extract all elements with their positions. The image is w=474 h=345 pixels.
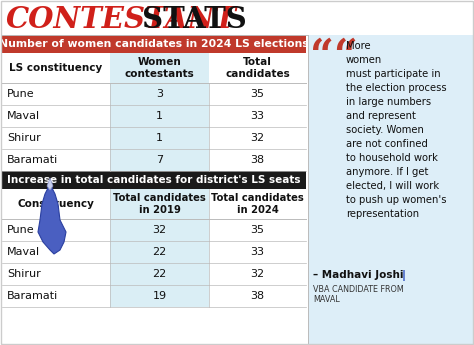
Text: 32: 32 (250, 269, 264, 279)
Text: ““: ““ (310, 37, 358, 79)
Text: – Madhavi Joshi: – Madhavi Joshi (313, 270, 403, 280)
FancyBboxPatch shape (110, 219, 209, 241)
FancyBboxPatch shape (110, 149, 209, 171)
FancyBboxPatch shape (209, 263, 306, 285)
FancyBboxPatch shape (2, 53, 306, 83)
FancyBboxPatch shape (209, 219, 306, 241)
Text: Increase in total candidates for district's LS seats: Increase in total candidates for distric… (7, 175, 301, 185)
Text: Pune: Pune (7, 89, 35, 99)
FancyBboxPatch shape (209, 285, 306, 307)
Text: Baramati: Baramati (7, 291, 58, 301)
Text: 3: 3 (156, 89, 163, 99)
Text: Pune: Pune (7, 225, 35, 235)
FancyBboxPatch shape (2, 171, 306, 189)
Text: Maval: Maval (7, 247, 40, 257)
Text: Total candidates
in 2024: Total candidates in 2024 (211, 193, 304, 215)
FancyBboxPatch shape (2, 105, 110, 127)
Text: Shirur: Shirur (7, 269, 41, 279)
Text: 7: 7 (156, 155, 163, 165)
Text: CONTESTANT: CONTESTANT (6, 5, 237, 34)
FancyBboxPatch shape (2, 263, 110, 285)
Text: 38: 38 (250, 291, 264, 301)
FancyBboxPatch shape (110, 83, 209, 105)
FancyBboxPatch shape (209, 189, 306, 219)
FancyBboxPatch shape (2, 219, 110, 241)
Text: 22: 22 (152, 269, 167, 279)
Text: Total
candidates: Total candidates (225, 57, 290, 79)
Text: 1: 1 (156, 133, 163, 143)
Text: VBA CANDIDATE FROM
MAVAL: VBA CANDIDATE FROM MAVAL (313, 285, 404, 304)
Text: Women
contestants: Women contestants (125, 57, 194, 79)
Text: 1: 1 (156, 111, 163, 121)
Text: Constituency: Constituency (18, 199, 94, 209)
Polygon shape (47, 178, 53, 190)
FancyBboxPatch shape (308, 35, 474, 345)
FancyBboxPatch shape (110, 263, 209, 285)
Text: 32: 32 (250, 133, 264, 143)
Text: Baramati: Baramati (7, 155, 58, 165)
Text: More
women
must participate in
the election process
in large numbers
and represe: More women must participate in the elect… (346, 41, 447, 219)
Text: 35: 35 (250, 225, 264, 235)
Polygon shape (38, 180, 66, 254)
FancyBboxPatch shape (209, 53, 306, 83)
FancyBboxPatch shape (110, 189, 209, 219)
FancyBboxPatch shape (209, 149, 306, 171)
FancyBboxPatch shape (110, 127, 209, 149)
Text: Number of women candidates in 2024 LS elections: Number of women candidates in 2024 LS el… (0, 39, 309, 49)
FancyBboxPatch shape (110, 285, 209, 307)
Text: 32: 32 (153, 225, 166, 235)
Text: Shirur: Shirur (7, 133, 41, 143)
Text: 35: 35 (250, 89, 264, 99)
Text: |: | (402, 270, 406, 281)
FancyBboxPatch shape (209, 83, 306, 105)
FancyBboxPatch shape (2, 53, 110, 83)
FancyBboxPatch shape (209, 241, 306, 263)
Text: LS constituency: LS constituency (9, 63, 103, 73)
Text: 19: 19 (153, 291, 166, 301)
FancyBboxPatch shape (209, 105, 306, 127)
FancyBboxPatch shape (110, 241, 209, 263)
FancyBboxPatch shape (2, 149, 110, 171)
FancyBboxPatch shape (2, 35, 306, 53)
Text: 33: 33 (250, 111, 264, 121)
Text: 22: 22 (152, 247, 167, 257)
Text: Maval: Maval (7, 111, 40, 121)
Text: 38: 38 (250, 155, 264, 165)
FancyBboxPatch shape (110, 53, 209, 83)
FancyBboxPatch shape (2, 189, 110, 219)
FancyBboxPatch shape (2, 285, 110, 307)
FancyBboxPatch shape (110, 105, 209, 127)
Text: Total candidates
in 2019: Total candidates in 2019 (113, 193, 206, 215)
FancyBboxPatch shape (2, 127, 110, 149)
FancyBboxPatch shape (2, 83, 110, 105)
FancyBboxPatch shape (2, 241, 110, 263)
Text: 33: 33 (250, 247, 264, 257)
Text: STATS: STATS (132, 5, 247, 34)
FancyBboxPatch shape (209, 127, 306, 149)
